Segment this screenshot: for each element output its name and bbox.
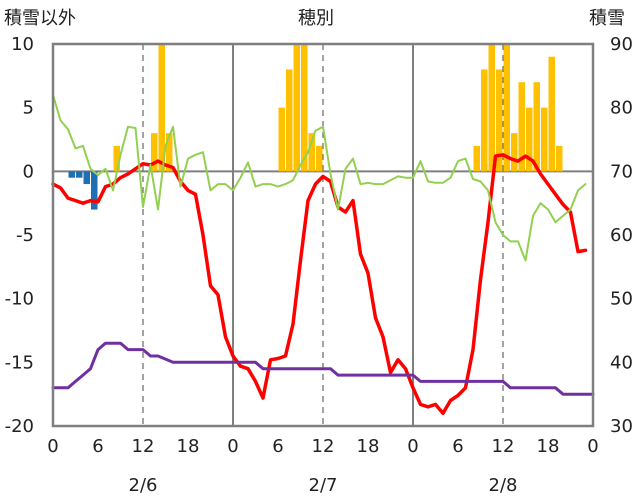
bar-s0-0 bbox=[113, 145, 120, 172]
line-series-group bbox=[51, 93, 595, 416]
line-series-4 bbox=[51, 341, 595, 396]
x-axis-ticks: 0 6 12 18 0 6 12 18 0 6 12 18 0 bbox=[47, 436, 598, 457]
x-tick-label: 0 bbox=[587, 436, 598, 457]
left-axis-ticks: 10 5 0 -5 -10 -15 -20 bbox=[5, 34, 34, 437]
line-series-2 bbox=[51, 153, 588, 416]
right-tick-label: 80 bbox=[610, 98, 633, 119]
bar-s0-18 bbox=[533, 82, 540, 172]
day-label: 2/6 bbox=[129, 475, 158, 496]
bar-s0-6 bbox=[293, 44, 300, 172]
x-tick-label: 0 bbox=[47, 436, 58, 457]
left-axis-label: 積雪以外 bbox=[4, 8, 76, 29]
left-tick-label: -10 bbox=[5, 289, 34, 310]
bar-s1-2 bbox=[83, 171, 90, 185]
right-tick-label: 50 bbox=[610, 289, 633, 310]
day-label: 2/8 bbox=[489, 475, 518, 496]
x-tick-label: 6 bbox=[92, 436, 103, 457]
x-tick-label: 12 bbox=[492, 436, 515, 457]
x-tick-label: 6 bbox=[272, 436, 283, 457]
bar-s0-8 bbox=[308, 133, 315, 172]
left-tick-label: -5 bbox=[16, 225, 34, 246]
left-tick-label: -15 bbox=[5, 352, 34, 373]
bar-s0-14 bbox=[503, 44, 510, 172]
bar-s0-10 bbox=[473, 145, 480, 172]
right-axis-label: 積雪 bbox=[589, 8, 625, 29]
bar-s0-3 bbox=[166, 133, 173, 172]
left-tick-label: -20 bbox=[5, 416, 34, 437]
chart-top-label: 穂別 bbox=[298, 8, 334, 29]
bar-s0-20 bbox=[548, 56, 555, 172]
bar-s0-1 bbox=[151, 133, 158, 172]
bar-s0-4 bbox=[278, 107, 285, 172]
bar-s0-21 bbox=[556, 145, 563, 172]
bar-s0-2 bbox=[158, 44, 165, 172]
right-tick-label: 90 bbox=[610, 34, 633, 55]
x-tick-label: 0 bbox=[227, 436, 238, 457]
bar-s0-19 bbox=[541, 107, 548, 172]
x-tick-label: 12 bbox=[132, 436, 155, 457]
x-tick-label: 18 bbox=[357, 436, 380, 457]
right-tick-label: 70 bbox=[610, 161, 633, 182]
bar-s0-11 bbox=[481, 69, 488, 172]
right-axis-ticks: 90 80 70 60 50 40 30 bbox=[610, 34, 633, 437]
x-tick-label: 18 bbox=[537, 436, 560, 457]
day-label: 2/7 bbox=[309, 475, 338, 496]
x-tick-label: 12 bbox=[312, 436, 335, 457]
right-tick-label: 30 bbox=[610, 416, 633, 437]
bar-s0-13 bbox=[496, 69, 503, 172]
bar-s0-5 bbox=[286, 69, 293, 172]
plot-frame bbox=[51, 42, 595, 428]
bar-s0-15 bbox=[511, 133, 518, 172]
bar-s1-3 bbox=[91, 171, 98, 210]
x-tick-label: 6 bbox=[452, 436, 463, 457]
day-labels: 2/6 2/7 2/8 bbox=[129, 475, 518, 496]
bar-s0-17 bbox=[526, 107, 533, 172]
left-tick-label: 10 bbox=[11, 34, 34, 55]
x-tick-label: 18 bbox=[177, 436, 200, 457]
left-tick-label: 0 bbox=[23, 161, 34, 182]
bar-s0-9 bbox=[316, 145, 323, 172]
bar-s1-0 bbox=[68, 171, 75, 178]
left-tick-label: 5 bbox=[23, 98, 34, 119]
bar-s1-1 bbox=[76, 171, 83, 178]
x-tick-label: 0 bbox=[407, 436, 418, 457]
right-tick-label: 40 bbox=[610, 352, 633, 373]
bar-s0-7 bbox=[301, 44, 308, 172]
right-tick-label: 60 bbox=[610, 225, 633, 246]
bar-s0-12 bbox=[488, 44, 495, 172]
bar-s0-16 bbox=[518, 82, 525, 172]
bar-series-group bbox=[68, 44, 563, 210]
line-series-3 bbox=[52, 93, 587, 262]
